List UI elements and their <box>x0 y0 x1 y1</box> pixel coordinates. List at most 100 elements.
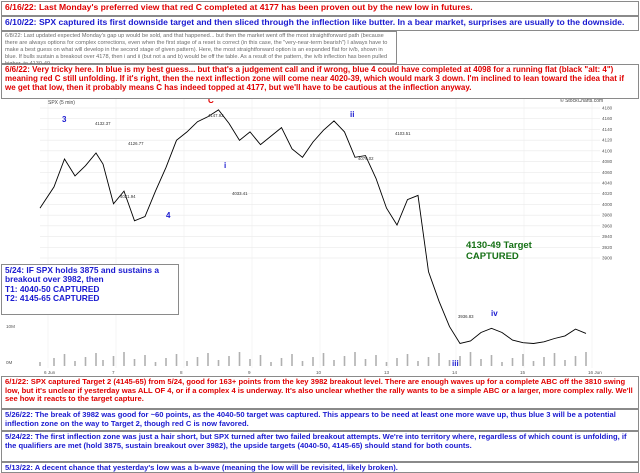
volume-bar <box>291 354 293 366</box>
volume-bar <box>280 358 283 366</box>
volume-bar <box>84 357 87 366</box>
note-6-16-22: 6/16/22: Last Monday's preferred view th… <box>1 1 639 16</box>
price-annotation: 4079.02 <box>358 156 374 161</box>
price-axis: 4180 4160 4140 4120 4100 4080 4060 4040 4020 4000… <box>602 106 613 261</box>
note-date: 5/13/22: <box>5 463 33 472</box>
note-text: SPX captured its first downside target a… <box>38 17 625 27</box>
price-tick-label: 4060 <box>602 170 613 175</box>
note-text: SPX captured Target 2 (4145-65) from 5/2… <box>5 377 633 403</box>
date-tick-label: 6 Jun <box>44 370 56 375</box>
target-label-line1: 4130-49 Target <box>466 240 532 251</box>
date-tick-label: 8 <box>180 370 183 375</box>
note-date: 5/26/22: <box>5 410 33 419</box>
price-annotation: 4147.92 <box>208 113 224 118</box>
price-annotation: 4033.41 <box>232 191 248 196</box>
price-tick-label: 4020 <box>602 191 613 196</box>
price-tick-label: 4100 <box>602 148 613 153</box>
volume-bar <box>574 356 577 366</box>
volume-bar <box>385 362 388 366</box>
chart-grid <box>40 98 600 368</box>
date-tick-label: 13 <box>384 370 390 375</box>
note-date: 6/1/22: <box>5 377 29 386</box>
volume-bar <box>396 358 398 366</box>
price-tick-label: 4000 <box>602 202 613 207</box>
price-annotation: 4021.94 <box>120 194 136 199</box>
price-annotation: 4103.51 <box>395 131 411 136</box>
volume-bar <box>480 359 482 366</box>
wave-label: C <box>208 96 214 105</box>
wave-label: 3 <box>62 115 67 124</box>
note-text: A decent chance that yesterday's low was… <box>34 463 398 472</box>
note-text: Very tricky here. In blue is my best gue… <box>5 65 624 92</box>
note-text: 6/8/22: Last updated expected Monday's g… <box>5 33 388 67</box>
volume-bar <box>322 353 325 366</box>
note-date: 5/24/22: <box>5 432 33 441</box>
note-date: 6/10/22: <box>5 17 37 27</box>
date-tick-label: 9 <box>248 370 251 375</box>
note-5-26-22: 5/26/22: The break of 3982 was good for … <box>1 409 639 431</box>
wave-label: i <box>224 161 226 170</box>
price-annotation: 4126.77 <box>128 141 144 146</box>
wave-label: ii <box>350 110 354 119</box>
note-5-24-targets: 5/24: IF SPX holds 3875 and sustains a b… <box>1 264 179 315</box>
volume-bar <box>228 356 230 366</box>
volume-bar <box>553 353 556 366</box>
price-annotation: 4132.37 <box>95 121 111 126</box>
note-6-10-22: 6/10/22: SPX captured its first downside… <box>1 16 639 31</box>
volume-tick-label: 0M <box>6 360 13 365</box>
volume-bar <box>459 356 461 366</box>
date-tick-label: 16 Jun <box>588 370 602 375</box>
volume-bar <box>175 354 178 366</box>
volume-bar <box>154 362 157 366</box>
note-text: The first inflection zone was just a hai… <box>5 432 627 450</box>
volume-bar <box>53 358 55 366</box>
price-annotations: 4132.37 4126.77 4147.92 4021.94 4033.41 4079.… <box>95 113 474 319</box>
volume-bar <box>543 357 545 366</box>
volume-bar <box>312 357 314 366</box>
volume-bar <box>333 360 335 366</box>
wave-label: 4 <box>166 211 171 220</box>
volume-bar <box>259 355 262 366</box>
volume-bar <box>186 361 188 366</box>
volume-bar <box>532 361 535 366</box>
volume-bar <box>123 352 125 366</box>
note-line: 5/24: IF SPX holds 3875 and sustains a <box>5 265 160 275</box>
chart-symbol-label: SPX (5 min) <box>48 100 75 106</box>
volume-bar <box>39 362 41 366</box>
note-line: breakout over 3982, then <box>5 274 104 285</box>
volume-bar <box>301 361 304 366</box>
volume-bar <box>74 361 76 366</box>
volume-bar <box>207 353 209 366</box>
volume-bar <box>406 354 409 366</box>
price-tick-label: 3940 <box>602 234 613 239</box>
volume-bar <box>95 353 97 366</box>
volume-bar <box>63 354 66 366</box>
price-line <box>39 109 587 345</box>
volume-bar <box>196 357 199 366</box>
volume-bar <box>217 360 220 366</box>
price-tick-label: 4140 <box>602 127 613 132</box>
note-line: T1: 4040-50 CAPTURED <box>5 283 100 294</box>
target-label: 4130-49 Target CAPTURED <box>466 240 532 263</box>
note-5-24-22: 5/24/22: The first inflection zone was j… <box>1 431 639 462</box>
date-tick-label: 15 <box>520 370 526 375</box>
volume-bar <box>249 359 251 366</box>
chart-source-label: © StockCharts.com <box>560 97 603 104</box>
date-tick-label: 7 <box>112 370 115 375</box>
volume-bar <box>448 360 451 366</box>
volume-bar <box>102 360 104 366</box>
volume-bar <box>438 353 440 366</box>
price-tick-label: 3960 <box>602 223 613 228</box>
volume-bar <box>354 352 356 366</box>
price-tick-label: 4160 <box>602 116 613 121</box>
target-label-line2: CAPTURED <box>466 251 519 263</box>
volume-bar <box>343 356 346 366</box>
volume-bar <box>511 358 514 366</box>
note-line: T2: 4145-65 CAPTURED <box>5 293 100 304</box>
price-tick-label: 4080 <box>602 159 613 164</box>
date-axis: 6 Jun 7 8 9 10 13 14 15 16 Jun <box>44 370 602 375</box>
volume-bars <box>39 352 587 366</box>
volume-bar <box>238 352 241 366</box>
wave-label: iv <box>491 309 498 318</box>
